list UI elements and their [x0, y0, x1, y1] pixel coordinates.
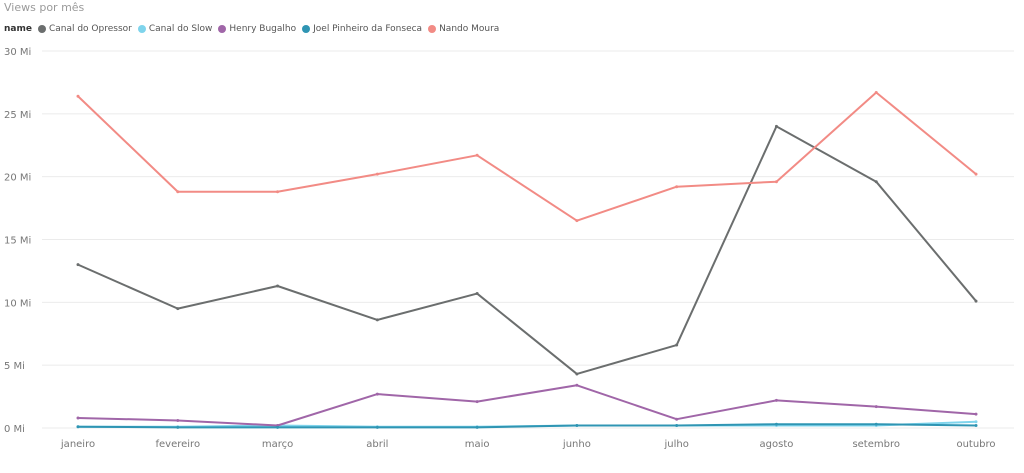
- y-tick-label: 0 Mi: [4, 424, 25, 435]
- data-point[interactable]: [774, 124, 778, 128]
- data-point[interactable]: [375, 318, 379, 322]
- data-point[interactable]: [974, 172, 978, 176]
- y-tick-label: 5 Mi: [4, 361, 25, 372]
- x-axis: janeiro fevereiro março abril maio junho julho…: [60, 439, 996, 450]
- legend-label: Canal do Opressor: [48, 24, 132, 34]
- series-line[interactable]: [77, 423, 977, 429]
- legend-item[interactable]: Nando Moura: [428, 24, 499, 34]
- data-point[interactable]: [176, 190, 180, 194]
- data-point[interactable]: [874, 422, 878, 426]
- data-point[interactable]: [675, 423, 679, 427]
- data-point[interactable]: [475, 425, 479, 429]
- x-tick-label: julho: [663, 439, 688, 450]
- series-2: [76, 383, 978, 427]
- data-point[interactable]: [874, 405, 878, 409]
- legend-dot-icon: [37, 25, 46, 33]
- data-point[interactable]: [375, 172, 379, 176]
- legend-dot-icon: [218, 25, 227, 33]
- x-tick-label: janeiro: [60, 439, 95, 450]
- series-4: [76, 90, 978, 223]
- legend-label: Henry Bugalho: [229, 24, 297, 34]
- data-point[interactable]: [375, 425, 379, 429]
- legend-item[interactable]: Canal do Opressor: [37, 24, 132, 34]
- data-point[interactable]: [575, 372, 579, 376]
- data-point[interactable]: [675, 185, 679, 189]
- data-point[interactable]: [874, 90, 878, 94]
- data-point[interactable]: [475, 153, 479, 157]
- data-point[interactable]: [774, 422, 778, 426]
- data-point[interactable]: [575, 423, 579, 427]
- legend-dot-icon: [302, 25, 311, 33]
- legend-label: Joel Pinheiro da Fonseca: [313, 24, 423, 34]
- x-tick-label: setembro: [852, 439, 900, 450]
- data-point[interactable]: [176, 418, 180, 422]
- y-axis: 0 Mi 5 Mi 10 Mi 15 Mi 20 Mi 25 Mi 30 Mi: [4, 47, 31, 435]
- grid-layer: [42, 50, 1014, 429]
- data-point[interactable]: [276, 190, 280, 194]
- legend-item[interactable]: Canal do Slow: [137, 24, 213, 34]
- series-line[interactable]: [77, 91, 977, 222]
- data-point[interactable]: [176, 307, 180, 311]
- data-point[interactable]: [974, 423, 978, 427]
- legend-title: name: [4, 24, 32, 34]
- series-layer: [76, 90, 978, 429]
- data-point[interactable]: [176, 425, 180, 429]
- legend-item[interactable]: Henry Bugalho: [218, 24, 296, 34]
- legend-label: Canal do Slow: [148, 24, 213, 34]
- legend-dot-icon: [428, 25, 437, 33]
- y-tick-label: 10 Mi: [4, 298, 31, 309]
- series-0: [76, 124, 978, 376]
- data-point[interactable]: [874, 180, 878, 184]
- data-point[interactable]: [575, 219, 579, 223]
- data-point[interactable]: [974, 420, 978, 424]
- series-3: [76, 422, 978, 429]
- chart-title: Views por mês: [4, 1, 85, 14]
- legend-dot-icon: [137, 25, 146, 33]
- data-point[interactable]: [675, 343, 679, 347]
- legend: name Canal do Opressor Canal do Slow Henry…: [4, 24, 505, 34]
- legend-item[interactable]: Joel Pinheiro da Fonseca: [302, 24, 422, 34]
- data-point[interactable]: [76, 263, 80, 267]
- legend-label: Nando Moura: [439, 24, 500, 34]
- x-tick-label: junho: [562, 439, 591, 450]
- data-point[interactable]: [76, 416, 80, 420]
- y-tick-label: 15 Mi: [4, 236, 31, 247]
- data-point[interactable]: [475, 292, 479, 296]
- legend-items: Canal do Opressor Canal do Slow Henry Buga…: [37, 24, 505, 34]
- data-point[interactable]: [76, 425, 80, 429]
- x-tick-label: outubro: [956, 439, 995, 450]
- series-line[interactable]: [77, 125, 977, 375]
- data-point[interactable]: [76, 94, 80, 98]
- y-tick-label: 30 Mi: [4, 47, 31, 58]
- x-tick-label: maio: [465, 439, 490, 450]
- data-point[interactable]: [974, 412, 978, 416]
- data-point[interactable]: [774, 180, 778, 184]
- data-point[interactable]: [675, 417, 679, 421]
- data-point[interactable]: [276, 425, 280, 429]
- x-tick-label: março: [262, 439, 293, 450]
- data-point[interactable]: [774, 398, 778, 402]
- data-point[interactable]: [575, 383, 579, 387]
- x-tick-label: agosto: [760, 439, 794, 450]
- data-point[interactable]: [276, 284, 280, 288]
- data-point[interactable]: [974, 299, 978, 303]
- x-tick-label: fevereiro: [155, 439, 200, 450]
- y-tick-label: 20 Mi: [4, 173, 31, 184]
- data-point[interactable]: [475, 400, 479, 404]
- series-line[interactable]: [77, 384, 977, 427]
- y-tick-label: 25 Mi: [4, 110, 31, 121]
- x-tick-label: abril: [366, 439, 388, 450]
- data-point[interactable]: [375, 392, 379, 396]
